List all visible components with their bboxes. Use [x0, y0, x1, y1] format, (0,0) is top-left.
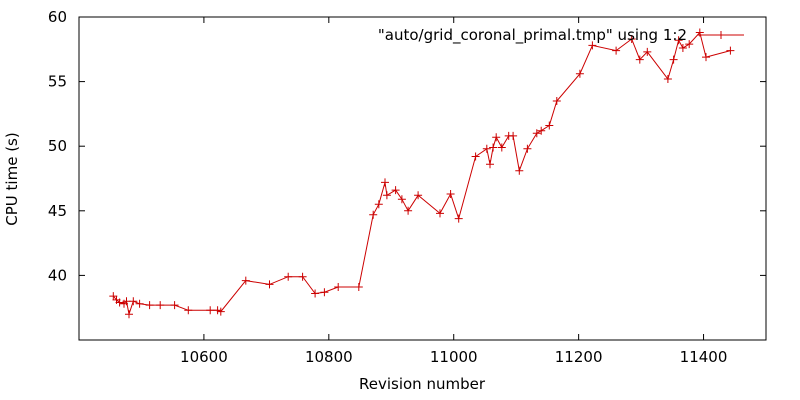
y-tick-label: 50: [48, 137, 67, 155]
data-point: [354, 283, 363, 291]
data-point: [726, 46, 735, 55]
data-point: [509, 131, 518, 140]
data-point: [627, 35, 636, 43]
data-point: [674, 36, 683, 45]
y-tick-label: 45: [48, 202, 67, 220]
data-point: [685, 40, 694, 49]
data-point: [492, 133, 501, 142]
data-point: [241, 276, 250, 285]
data-point: [497, 143, 506, 152]
x-tick-label: 11000: [430, 348, 478, 366]
data-point: [515, 166, 524, 175]
data-point: [122, 297, 131, 306]
data-point: [575, 69, 584, 78]
x-tick-label: 11200: [555, 348, 603, 366]
data-point: [213, 306, 222, 315]
data-point: [669, 55, 678, 64]
data-point: [145, 301, 154, 310]
data-point: [125, 310, 133, 319]
data-point: [382, 191, 391, 200]
data-point: [369, 210, 378, 219]
data-point: [206, 306, 215, 315]
data-point: [391, 186, 400, 195]
x-tick-label: 10600: [180, 348, 228, 366]
data-point: [129, 297, 138, 306]
series-line: [112, 31, 731, 317]
data-point: [109, 292, 118, 301]
y-tick-label: 55: [48, 73, 67, 91]
data-point: [115, 298, 124, 307]
data-point: [489, 143, 498, 152]
data-point: [486, 160, 494, 169]
axis-tick-labels: 10600 10800 11000 11200 11400 40 45 50 55 60: [48, 8, 727, 366]
legend: "auto/grid_coronal_primal.tmp" using 1:2: [378, 26, 744, 45]
x-axis-label: Revision number: [359, 375, 486, 393]
data-point: [135, 299, 144, 308]
data-point: [156, 301, 165, 310]
plot-frame: [78, 16, 767, 341]
data-point: [532, 129, 541, 138]
data-point: [397, 195, 406, 204]
data-point: [320, 288, 329, 297]
data-point: [678, 44, 687, 52]
data-point: [454, 214, 463, 223]
y-axis-label: CPU time (s): [3, 132, 21, 225]
data-point: [446, 190, 455, 198]
data-point: [184, 306, 193, 315]
data-point: [374, 200, 383, 209]
data-point: [643, 47, 652, 56]
data-point: [545, 121, 554, 130]
data-point: [612, 46, 621, 55]
data-point: [537, 126, 546, 135]
legend-swatch-marker: [717, 31, 725, 39]
data-point: [635, 55, 644, 64]
data-point: [170, 301, 179, 310]
data-point: [523, 144, 532, 153]
axis-ticks: [79, 16, 766, 340]
legend-label: "auto/grid_coronal_primal.tmp" using 1:2: [378, 26, 687, 45]
data-point: [414, 191, 423, 200]
y-tick-label: 40: [48, 266, 67, 284]
data-point: [552, 97, 561, 105]
series-group: [109, 28, 735, 319]
data-point: [284, 272, 293, 281]
data-point: [298, 272, 307, 281]
data-point: [482, 144, 491, 153]
data-point: [216, 307, 225, 316]
data-point: [334, 283, 343, 291]
data-point: [265, 280, 274, 289]
y-tick-label: 60: [48, 8, 67, 26]
data-point: [663, 75, 672, 83]
data-point: [588, 41, 597, 50]
x-tick-label: 10800: [305, 348, 353, 366]
x-tick-label: 11400: [680, 348, 728, 366]
data-point: [471, 152, 480, 161]
data-point: [702, 53, 710, 62]
data-point: [436, 209, 444, 218]
data-point: [311, 289, 320, 298]
data-point: [404, 206, 413, 215]
data-point: [381, 178, 389, 187]
